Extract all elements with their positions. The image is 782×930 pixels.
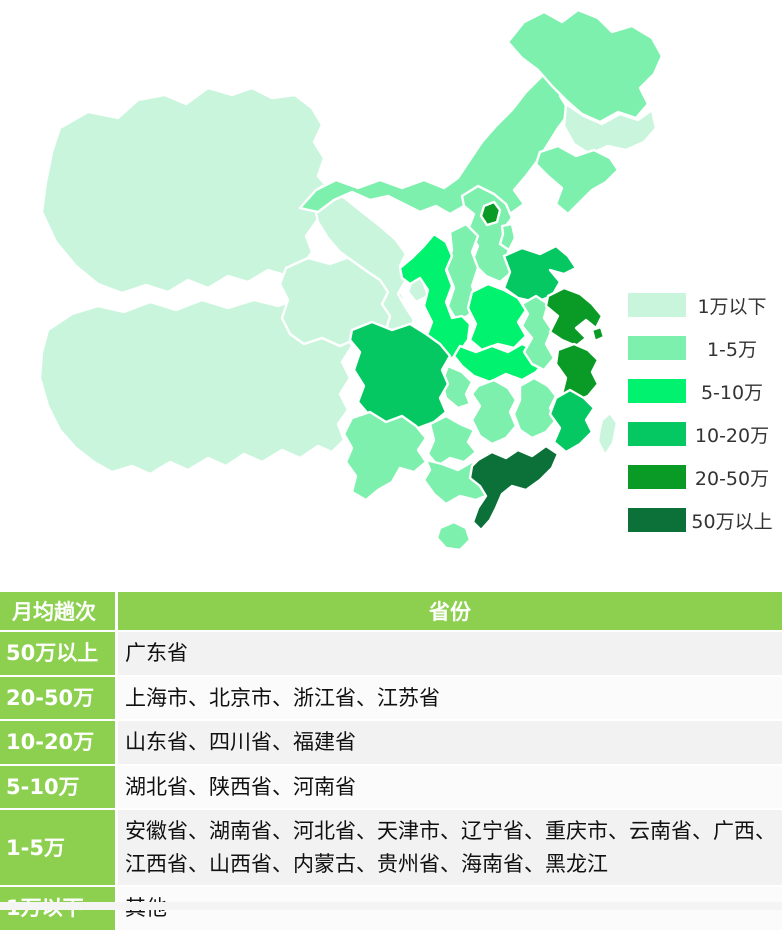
legend-label: 50万以上 [691,510,773,533]
province-guangdong[interactable] [468,444,560,532]
legend-item[interactable]: 20-50万 [628,465,778,490]
province-zhejiang[interactable] [554,342,600,404]
province-shanghai[interactable] [590,325,606,343]
table-row-provinces: 上海市、北京市、浙江省、江苏省 [118,676,782,720]
province-jilin[interactable] [562,102,658,156]
legend-item[interactable]: 1-5万 [628,336,778,361]
province-xizang[interactable] [38,296,354,476]
table-row-provinces: 广东省 [118,632,782,675]
china-choropleth-map [38,8,664,552]
table-row-range: 20-50万 [0,676,115,720]
province-fujian[interactable] [548,388,596,454]
legend-item[interactable]: 50万以上 [628,508,778,533]
province-beijing[interactable] [479,200,502,227]
province-trips-table: 月均趟次 省份 50万以上 广东省 20-50万 上海市、北京市、浙江省、江苏省… [0,592,782,930]
legend-swatch [628,508,686,532]
province-taiwan[interactable] [596,411,619,457]
legend-label: 10-20万 [694,424,770,447]
legend-label: 1-5万 [706,338,758,361]
province-sichuan[interactable] [348,320,452,430]
province-henan[interactable] [466,282,528,352]
province-guizhou[interactable] [426,414,478,468]
legend-swatch [628,379,686,403]
province-yunnan[interactable] [342,410,428,502]
table-row-provinces: 湖北省、陕西省、河南省 [118,765,782,809]
province-jiangxi[interactable] [512,376,558,440]
china-map-section: 1万以下 1-5万 5-10万 10-20万 20-50万 50万以上 [38,8,778,552]
province-shaanxi[interactable] [398,232,472,364]
table-header-province: 省份 [118,592,782,630]
map-legend: 1万以下 1-5万 5-10万 10-20万 20-50万 50万以上 [628,293,778,551]
legend-swatch [628,422,686,446]
table-header-range: 月均趟次 [0,592,115,630]
legend-label: 5-10万 [700,381,764,404]
province-tianjin[interactable] [498,222,517,252]
province-liaoning[interactable] [534,144,620,216]
table-row-range: 5-10万 [0,765,115,809]
legend-swatch [628,336,686,360]
legend-item[interactable]: 5-10万 [628,379,778,404]
legend-item[interactable]: 1万以下 [628,293,778,318]
legend-item[interactable]: 10-20万 [628,422,778,447]
province-hainan[interactable] [435,520,472,552]
table-row-range: 50万以上 [0,632,115,675]
legend-label: 20-50万 [694,467,770,490]
province-hunan[interactable] [470,378,518,446]
legend-swatch [628,293,686,317]
legend-label: 1万以下 [697,295,767,318]
province-jiangsu[interactable] [544,286,604,348]
table-row-provinces: 山东省、四川省、福建省 [118,721,782,764]
province-heilongjiang[interactable] [506,8,664,124]
legend-swatch [628,465,686,489]
province-neimenggu[interactable] [298,62,572,216]
table-row-range: 10-20万 [0,721,115,764]
table-row-range: 1-5万 [0,810,115,886]
page-bottom-strip [0,902,782,910]
province-xinjiang[interactable] [40,86,332,295]
province-hubei[interactable] [452,342,548,384]
table-row-provinces: 安徽省、湖南省、河北省、天津市、辽宁省、重庆市、云南省、广西、江西省、山西省、内… [118,810,782,886]
